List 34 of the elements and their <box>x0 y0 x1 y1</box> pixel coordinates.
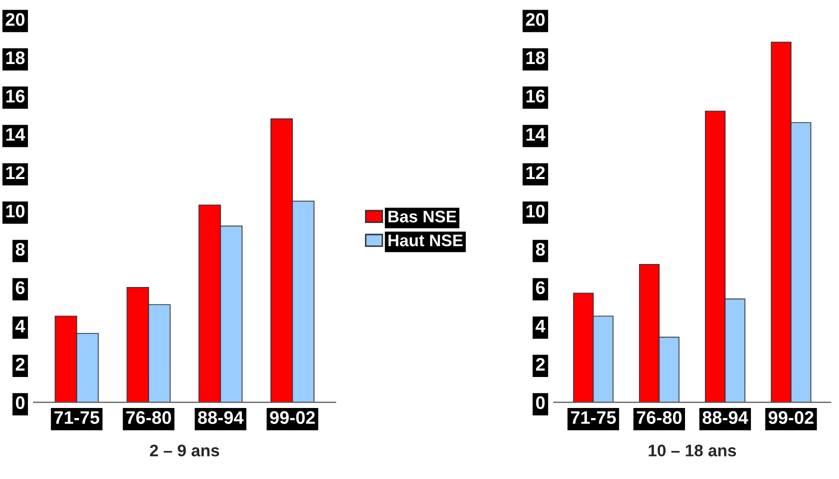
x-axis-title: 2 – 9 ans <box>150 444 220 456</box>
y-tick-label: 4 <box>536 320 546 332</box>
y-tick-label: 8 <box>536 243 545 256</box>
x-tick-label: 71-75 <box>570 411 616 424</box>
y-tick-label: 12 <box>6 166 25 179</box>
y-tick-label: 16 <box>6 90 25 103</box>
y-tick-label: 16 <box>526 90 545 103</box>
x-axis-title: 10 – 18 ans <box>648 444 736 456</box>
y-tick-label: 10 <box>526 204 545 218</box>
y-tick-label: 4 <box>15 320 26 332</box>
y-tick-label: 0 <box>16 396 24 410</box>
y-tick-label: 12 <box>526 166 545 179</box>
y-tick-label: 2 <box>536 358 545 371</box>
legend-label: Bas NSE <box>388 210 456 222</box>
y-tick-label: 6 <box>536 281 545 294</box>
legend-label: Haut NSE <box>388 234 463 246</box>
y-tick-label: 14 <box>526 128 546 141</box>
x-tick-label: 76-80 <box>126 411 171 424</box>
y-tick-label: 6 <box>16 281 25 294</box>
x-tick-label: 88-94 <box>198 411 244 424</box>
y-tick-label: 20 <box>526 13 545 26</box>
y-tick-label: 10 <box>6 204 24 218</box>
x-tick-label: 76-80 <box>636 411 682 424</box>
y-tick-label: 18 <box>526 51 545 64</box>
y-tick-label: 20 <box>6 13 24 26</box>
x-tick-label: 99-02 <box>768 411 814 424</box>
y-tick-label: 0 <box>536 396 545 410</box>
x-tick-label: 99-02 <box>270 411 315 424</box>
y-tick-label: 8 <box>16 243 25 256</box>
x-tick-label: 88-94 <box>702 411 748 424</box>
y-tick-label: 2 <box>16 358 25 371</box>
y-tick-label: 18 <box>6 51 25 64</box>
y-tick-label: 14 <box>6 128 26 141</box>
x-tick-label: 71-75 <box>54 411 100 424</box>
